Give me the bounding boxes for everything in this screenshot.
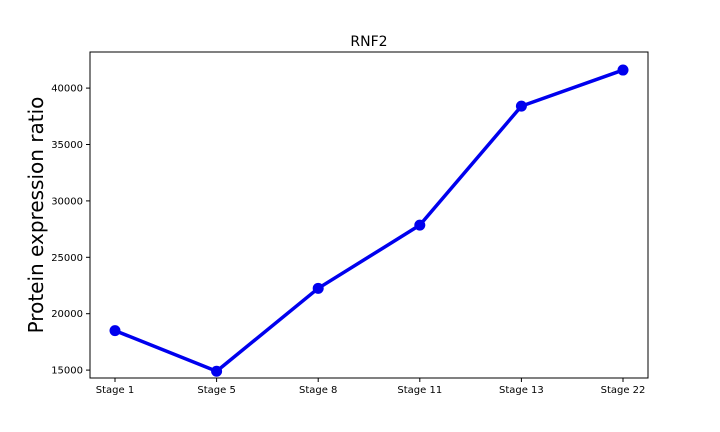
data-point <box>617 64 629 76</box>
data-point <box>414 219 426 231</box>
data-point <box>312 282 324 294</box>
y-tick-label: 25000 <box>51 253 83 264</box>
y-axis-label: Protein expression ratio <box>24 97 48 334</box>
x-tick-label: Stage 22 <box>601 385 646 396</box>
data-point <box>515 100 527 112</box>
x-tick-label: Stage 11 <box>397 385 442 396</box>
axes: 15000 20000 25000 30000 35000 40000 Stage 1 Sta… <box>51 51 649 396</box>
series-line <box>113 68 625 373</box>
y-tick-label: 15000 <box>51 366 83 377</box>
y-tick-label: 30000 <box>51 196 83 207</box>
y-tick-label: 35000 <box>51 140 83 151</box>
x-tick-label: Stage 1 <box>96 385 134 396</box>
data-point <box>211 365 223 377</box>
y-tick-label: 40000 <box>51 84 83 95</box>
x-tick-label: Stage 13 <box>499 385 544 396</box>
plot-frame <box>89 51 649 379</box>
x-tick-label: Stage 8 <box>299 385 337 396</box>
plot-area <box>109 64 629 377</box>
chart-title: RNF2 <box>350 34 387 50</box>
y-tick-label: 20000 <box>51 309 83 320</box>
x-tick-label: Stage 5 <box>197 385 235 396</box>
data-point <box>109 325 121 337</box>
